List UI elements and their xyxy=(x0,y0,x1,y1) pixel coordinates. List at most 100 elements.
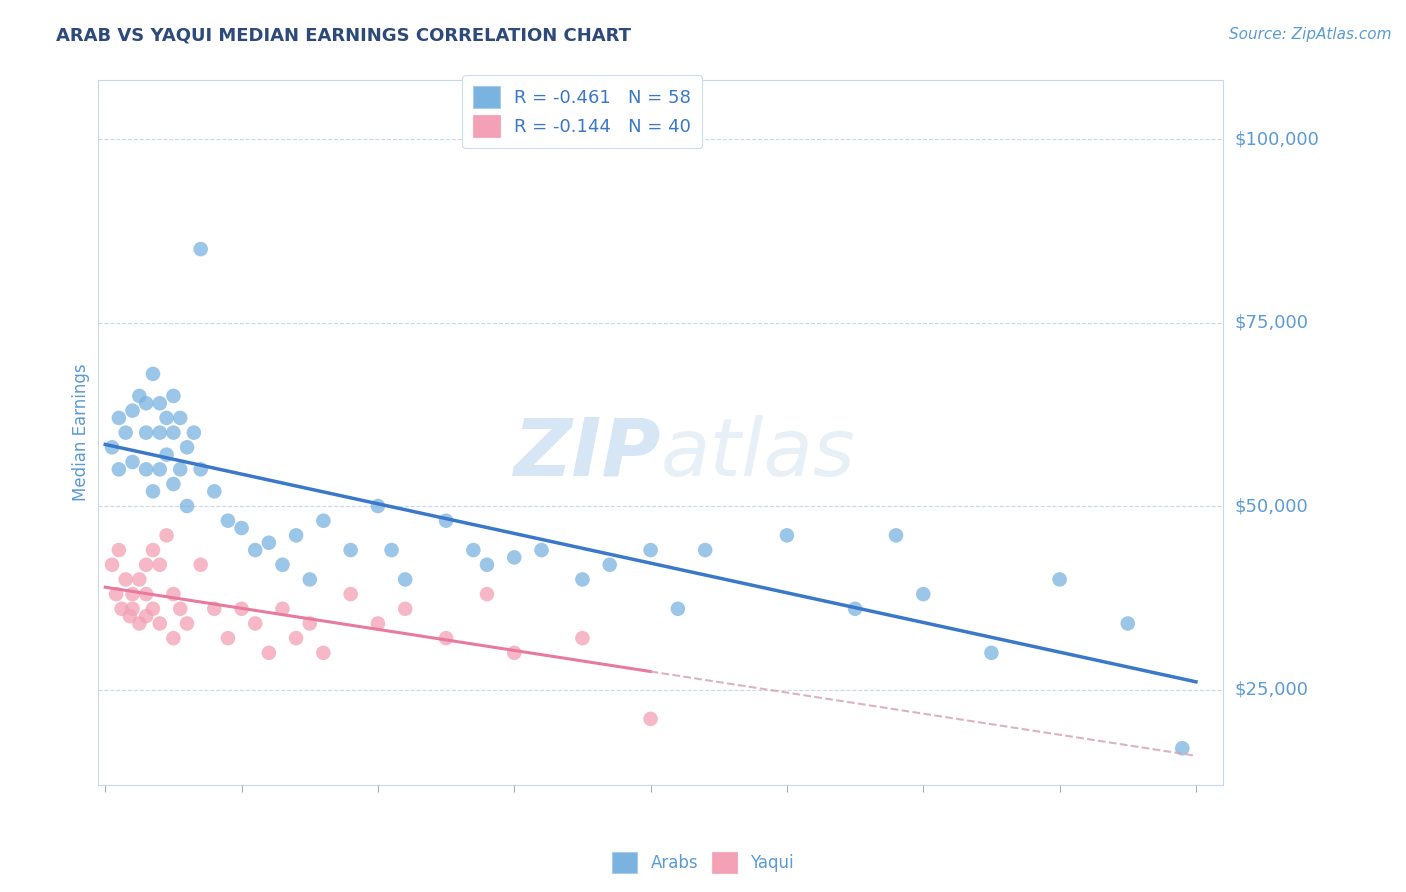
Point xyxy=(257,535,280,549)
Point xyxy=(162,477,184,491)
Point xyxy=(149,425,172,440)
Point xyxy=(162,389,184,403)
Point xyxy=(155,411,177,425)
Point xyxy=(149,396,172,410)
Point xyxy=(367,499,389,513)
Point xyxy=(980,646,1002,660)
Point xyxy=(142,602,165,616)
Point xyxy=(101,558,124,572)
Point xyxy=(312,646,335,660)
Point xyxy=(231,602,253,616)
Point xyxy=(176,499,198,513)
Point xyxy=(640,712,662,726)
Text: $75,000: $75,000 xyxy=(1234,313,1309,332)
Point xyxy=(339,543,361,558)
Point xyxy=(1116,616,1139,631)
Point xyxy=(599,558,621,572)
Point xyxy=(142,367,165,381)
Point xyxy=(367,616,389,631)
Point xyxy=(110,602,132,616)
Point xyxy=(135,425,157,440)
Point xyxy=(121,455,143,469)
Point xyxy=(245,543,267,558)
Text: ARAB VS YAQUI MEDIAN EARNINGS CORRELATION CHART: ARAB VS YAQUI MEDIAN EARNINGS CORRELATIO… xyxy=(56,27,631,45)
Point xyxy=(912,587,935,601)
Point xyxy=(298,573,321,587)
Point xyxy=(135,462,157,476)
Point xyxy=(884,528,907,542)
Point xyxy=(475,558,498,572)
Text: $50,000: $50,000 xyxy=(1234,497,1308,515)
Point xyxy=(339,587,361,601)
Point xyxy=(298,616,321,631)
Point xyxy=(108,462,131,476)
Point xyxy=(142,484,165,499)
Point xyxy=(169,411,191,425)
Point xyxy=(162,425,184,440)
Point xyxy=(114,573,136,587)
Point xyxy=(190,242,212,256)
Point xyxy=(530,543,553,558)
Point xyxy=(202,484,225,499)
Point xyxy=(202,602,225,616)
Point xyxy=(231,521,253,535)
Point xyxy=(257,646,280,660)
Point xyxy=(155,448,177,462)
Point xyxy=(503,550,526,565)
Point xyxy=(176,440,198,454)
Point xyxy=(108,411,131,425)
Point xyxy=(217,631,239,645)
Text: $100,000: $100,000 xyxy=(1234,130,1319,148)
Point xyxy=(183,425,205,440)
Point xyxy=(285,631,308,645)
Point xyxy=(118,609,141,624)
Point xyxy=(128,573,150,587)
Text: ZIP: ZIP xyxy=(513,415,661,492)
Point xyxy=(1171,741,1194,756)
Legend: R = -0.461   N = 58, R = -0.144   N = 40: R = -0.461 N = 58, R = -0.144 N = 40 xyxy=(463,75,702,148)
Point xyxy=(121,602,143,616)
Point xyxy=(475,587,498,601)
Point xyxy=(285,528,308,542)
Point xyxy=(114,425,136,440)
Point xyxy=(217,514,239,528)
Text: Source: ZipAtlas.com: Source: ZipAtlas.com xyxy=(1229,27,1392,42)
Point xyxy=(149,558,172,572)
Point xyxy=(135,396,157,410)
Point xyxy=(640,543,662,558)
Point xyxy=(101,440,124,454)
Point xyxy=(190,558,212,572)
Point xyxy=(108,543,131,558)
Point xyxy=(149,462,172,476)
Point xyxy=(245,616,267,631)
Point xyxy=(844,602,866,616)
Point xyxy=(162,631,184,645)
Point xyxy=(135,587,157,601)
Point xyxy=(149,616,172,631)
Point xyxy=(142,543,165,558)
Point xyxy=(162,587,184,601)
Legend: Arabs, Yaqui: Arabs, Yaqui xyxy=(606,846,800,880)
Point xyxy=(121,587,143,601)
Point xyxy=(128,389,150,403)
Text: atlas: atlas xyxy=(661,415,856,492)
Point xyxy=(1049,573,1071,587)
Point xyxy=(571,631,593,645)
Point xyxy=(169,462,191,476)
Point xyxy=(463,543,485,558)
Point xyxy=(571,573,593,587)
Point xyxy=(271,602,294,616)
Point xyxy=(776,528,799,542)
Point xyxy=(394,573,416,587)
Y-axis label: Median Earnings: Median Earnings xyxy=(72,364,90,501)
Point xyxy=(121,403,143,417)
Point xyxy=(695,543,717,558)
Point xyxy=(155,528,177,542)
Point xyxy=(190,462,212,476)
Point xyxy=(380,543,402,558)
Point xyxy=(169,602,191,616)
Point xyxy=(666,602,689,616)
Point xyxy=(271,558,294,572)
Point xyxy=(312,514,335,528)
Point xyxy=(434,514,457,528)
